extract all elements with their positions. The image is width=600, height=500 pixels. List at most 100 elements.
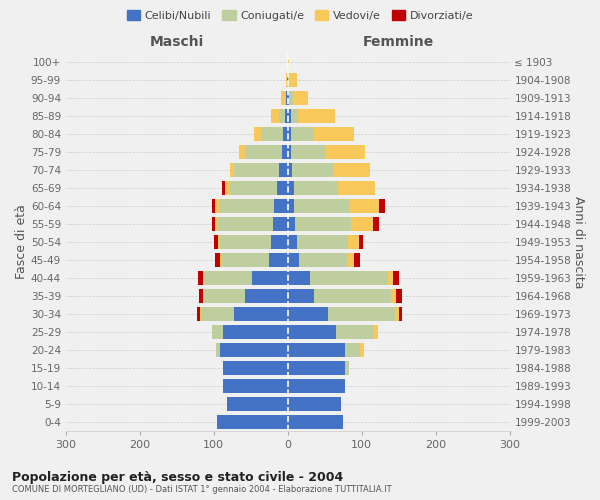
Bar bbox=[217, 217, 273, 231]
Bar bbox=[290, 108, 298, 122]
Bar bbox=[293, 90, 308, 104]
Bar bbox=[287, 72, 289, 86]
Bar bbox=[216, 343, 220, 357]
Bar bbox=[293, 199, 349, 213]
Bar bbox=[287, 379, 346, 393]
Bar bbox=[203, 289, 204, 303]
Bar bbox=[230, 162, 235, 177]
Bar bbox=[349, 235, 359, 249]
Bar bbox=[373, 217, 379, 231]
Bar bbox=[220, 253, 221, 267]
Bar bbox=[225, 181, 229, 195]
Bar bbox=[223, 325, 287, 339]
Bar bbox=[220, 343, 287, 357]
Bar bbox=[379, 199, 385, 213]
Text: Popolazione per età, sesso e stato civile - 2004: Popolazione per età, sesso e stato civil… bbox=[12, 471, 343, 484]
Bar bbox=[346, 343, 360, 357]
Bar bbox=[212, 199, 215, 213]
Bar bbox=[245, 289, 287, 303]
Bar bbox=[214, 235, 218, 249]
Bar bbox=[279, 108, 285, 122]
Bar bbox=[293, 181, 338, 195]
Bar bbox=[285, 108, 287, 122]
Bar bbox=[360, 343, 364, 357]
Bar bbox=[282, 144, 287, 159]
Bar bbox=[287, 108, 290, 122]
Bar bbox=[221, 253, 269, 267]
Y-axis label: Fasce di età: Fasce di età bbox=[15, 204, 28, 280]
Bar bbox=[328, 307, 395, 321]
Bar bbox=[197, 307, 200, 321]
Bar bbox=[215, 217, 217, 231]
Bar bbox=[295, 217, 350, 231]
Bar bbox=[287, 126, 292, 141]
Bar bbox=[287, 361, 346, 375]
Bar bbox=[287, 144, 292, 159]
Bar bbox=[395, 289, 401, 303]
Bar bbox=[287, 415, 343, 429]
Y-axis label: Anni di nascita: Anni di nascita bbox=[572, 196, 585, 288]
Bar bbox=[271, 108, 279, 122]
Bar bbox=[245, 144, 282, 159]
Bar bbox=[287, 162, 292, 177]
Bar bbox=[261, 126, 283, 141]
Bar bbox=[218, 235, 220, 249]
Bar bbox=[287, 199, 293, 213]
Bar bbox=[298, 108, 335, 122]
Bar bbox=[212, 217, 215, 231]
Bar bbox=[333, 162, 370, 177]
Bar bbox=[229, 181, 277, 195]
Bar bbox=[395, 307, 398, 321]
Bar bbox=[287, 271, 310, 285]
Bar bbox=[292, 162, 333, 177]
Bar bbox=[285, 90, 286, 104]
Bar bbox=[388, 271, 394, 285]
Bar bbox=[273, 217, 287, 231]
Bar bbox=[286, 72, 287, 86]
Bar bbox=[199, 289, 203, 303]
Bar bbox=[287, 343, 346, 357]
Bar bbox=[235, 162, 279, 177]
Bar bbox=[398, 307, 402, 321]
Bar bbox=[200, 307, 201, 321]
Bar bbox=[310, 271, 388, 285]
Bar bbox=[287, 307, 328, 321]
Bar bbox=[204, 289, 245, 303]
Bar bbox=[299, 253, 347, 267]
Bar bbox=[204, 271, 252, 285]
Bar bbox=[201, 307, 235, 321]
Bar bbox=[215, 253, 220, 267]
Bar bbox=[279, 162, 287, 177]
Bar bbox=[287, 181, 293, 195]
Bar bbox=[347, 253, 354, 267]
Bar bbox=[314, 289, 391, 303]
Bar bbox=[391, 289, 395, 303]
Bar bbox=[287, 397, 341, 411]
Text: COMUNE DI MORTEGLIANO (UD) - Dati ISTAT 1° gennaio 2004 - Elaborazione TUTTITALI: COMUNE DI MORTEGLIANO (UD) - Dati ISTAT … bbox=[12, 485, 392, 494]
Bar bbox=[287, 90, 289, 104]
Bar bbox=[269, 253, 287, 267]
Bar bbox=[338, 181, 375, 195]
Bar bbox=[374, 325, 378, 339]
Bar bbox=[239, 144, 245, 159]
Bar bbox=[292, 126, 314, 141]
Bar bbox=[336, 325, 374, 339]
Bar bbox=[287, 54, 289, 68]
Bar bbox=[252, 271, 287, 285]
Bar bbox=[289, 72, 296, 86]
Bar bbox=[220, 235, 271, 249]
Bar bbox=[292, 144, 325, 159]
Bar bbox=[235, 307, 287, 321]
Bar bbox=[296, 235, 349, 249]
Bar bbox=[274, 199, 287, 213]
Bar bbox=[277, 181, 287, 195]
Bar bbox=[287, 325, 336, 339]
Bar bbox=[314, 126, 354, 141]
Bar bbox=[289, 90, 293, 104]
Bar bbox=[287, 253, 299, 267]
Legend: Celibi/Nubili, Coniugati/e, Vedovi/e, Divorziati/e: Celibi/Nubili, Coniugati/e, Vedovi/e, Di… bbox=[122, 6, 478, 25]
Bar bbox=[287, 235, 296, 249]
Bar bbox=[283, 126, 287, 141]
Bar bbox=[354, 253, 360, 267]
Bar bbox=[394, 271, 400, 285]
